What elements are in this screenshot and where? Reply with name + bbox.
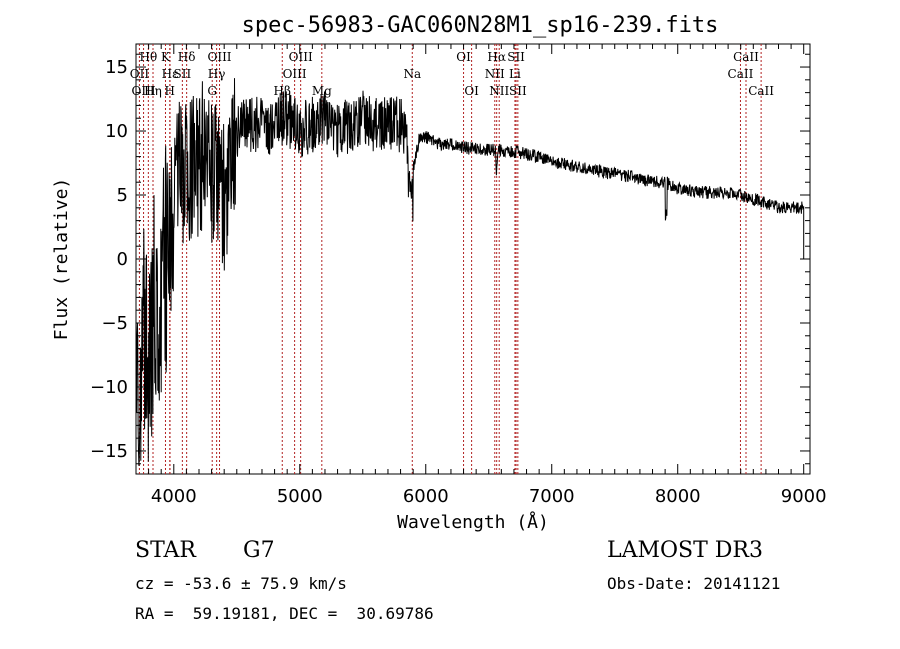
spectral-line-label: Hα — [487, 50, 506, 64]
spectral-line-label: SII — [507, 50, 525, 64]
spectral-line-label: Hη — [144, 84, 162, 98]
y-axis-label: Flux (relative) — [51, 178, 72, 341]
spectral-line-label: CaII — [728, 67, 754, 81]
y-tick-label: −5 — [101, 313, 128, 334]
spectral-line-label: OIII — [207, 50, 231, 64]
velocity-text: cz = -53.6 ± 75.9 km/s — [135, 574, 347, 593]
y-tick-label: 5 — [117, 185, 128, 206]
spectral-line-label: NII — [485, 67, 505, 81]
spectral-line-label: OIII — [289, 50, 313, 64]
x-axis-ticks: 4000 5000 6000 7000 8000 9000 — [135, 44, 827, 507]
obs-date: Obs-Date: 20141121 — [607, 574, 781, 593]
spectral-line-label: H — [165, 84, 175, 98]
spectral-line-label: OI — [464, 84, 479, 98]
y-tick-label: −15 — [90, 441, 128, 462]
spectral-line-label: G — [207, 84, 217, 98]
x-tick-label: 4000 — [151, 486, 197, 507]
chart-title: spec-56983-GAC060N28M1_sp16-239.fits — [242, 13, 719, 38]
spectral-line-label: SII — [509, 84, 527, 98]
spectral-line-label: CaII — [748, 84, 774, 98]
spectral-line-label: Hγ — [208, 67, 226, 81]
y-tick-label: 10 — [105, 121, 128, 142]
spectral-line-label: Mg — [312, 84, 332, 98]
spectral-line-label: OII — [130, 67, 150, 81]
y-tick-label: 15 — [105, 57, 128, 78]
spectral-line-label: OI — [456, 50, 471, 64]
plot-frame — [135, 43, 811, 475]
x-tick-label: 5000 — [277, 486, 323, 507]
spectral-subclass: G7 — [243, 538, 275, 563]
object-class: STAR — [135, 538, 196, 563]
spectral-line-label: SII — [174, 67, 192, 81]
spectral-line-label: Li — [509, 67, 521, 81]
spectral-line-label: Hθ — [139, 50, 157, 64]
x-tick-label: 7000 — [529, 486, 575, 507]
spectral-line-label: Hε — [162, 67, 179, 81]
x-tick-label: 6000 — [403, 486, 449, 507]
spectral-line-label: Na — [403, 67, 421, 81]
y-tick-label: 0 — [117, 249, 128, 270]
x-tick-label: 9000 — [781, 486, 827, 507]
spectral-line-label: CaII — [733, 50, 759, 64]
spectrum-line — [136, 78, 805, 466]
spectral-line-label: OIII — [283, 67, 307, 81]
x-axis-label: Wavelength (Å) — [397, 511, 549, 533]
spectral-line-label: Hδ — [178, 50, 196, 64]
spectral-line-label: NII — [489, 84, 509, 98]
survey-name: LAMOST DR3 — [607, 538, 763, 563]
y-axis-ticks: −15 −10 −5 0 5 10 15 — [90, 53, 810, 465]
coordinates-text: RA = 59.19181, DEC = 30.69786 — [135, 604, 434, 623]
y-tick-label: −10 — [90, 377, 128, 398]
spectral-line-label: K — [161, 50, 171, 64]
spectral-line-label: OIII — [132, 84, 156, 98]
x-tick-label: 8000 — [655, 486, 701, 507]
